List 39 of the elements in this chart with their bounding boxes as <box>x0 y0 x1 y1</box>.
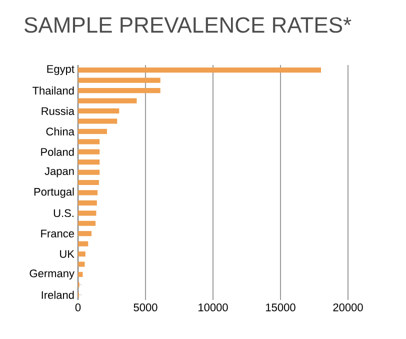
x-tick-label: 15000 <box>266 304 296 312</box>
bar <box>78 139 100 144</box>
y-tick-label: China <box>46 127 74 136</box>
bar <box>78 118 118 124</box>
bar <box>78 128 108 134</box>
y-tick-label: France <box>41 230 74 238</box>
bar <box>78 210 96 216</box>
bar <box>78 272 83 278</box>
bar <box>78 108 120 114</box>
y-tick-label: Poland <box>41 148 74 156</box>
bar <box>78 251 86 257</box>
bar <box>78 170 100 175</box>
y-tick-label: Germany <box>30 269 74 280</box>
bar <box>78 160 100 165</box>
bar <box>78 190 98 196</box>
bar <box>78 68 322 73</box>
x-tick-label: 20000 <box>333 304 363 312</box>
y-tick-label: Egypt <box>47 65 74 76</box>
bar <box>78 200 97 206</box>
y-tick-label: Russia <box>42 106 74 116</box>
y-tick-label: UK <box>60 250 74 258</box>
bar <box>78 220 96 226</box>
bar <box>78 88 160 94</box>
y-tick-label: Thailand <box>32 86 74 95</box>
chart-title: SAMPLE PREVALENCE RATES* <box>24 17 352 33</box>
y-tick-label: Ireland <box>42 290 74 299</box>
x-tick-label: 10000 <box>198 304 228 312</box>
bar <box>78 180 99 186</box>
bar <box>78 231 92 236</box>
bar <box>78 262 85 267</box>
y-tick-label: Japan <box>44 167 74 178</box>
bar <box>78 78 160 83</box>
bar <box>78 241 88 246</box>
bar <box>78 149 100 154</box>
y-tick-label: Portugal <box>34 188 74 198</box>
bar <box>78 98 137 104</box>
y-tick-label: U.S. <box>54 209 74 218</box>
x-tick-label: 0 <box>75 304 81 312</box>
x-tick-label: 5000 <box>134 304 158 312</box>
